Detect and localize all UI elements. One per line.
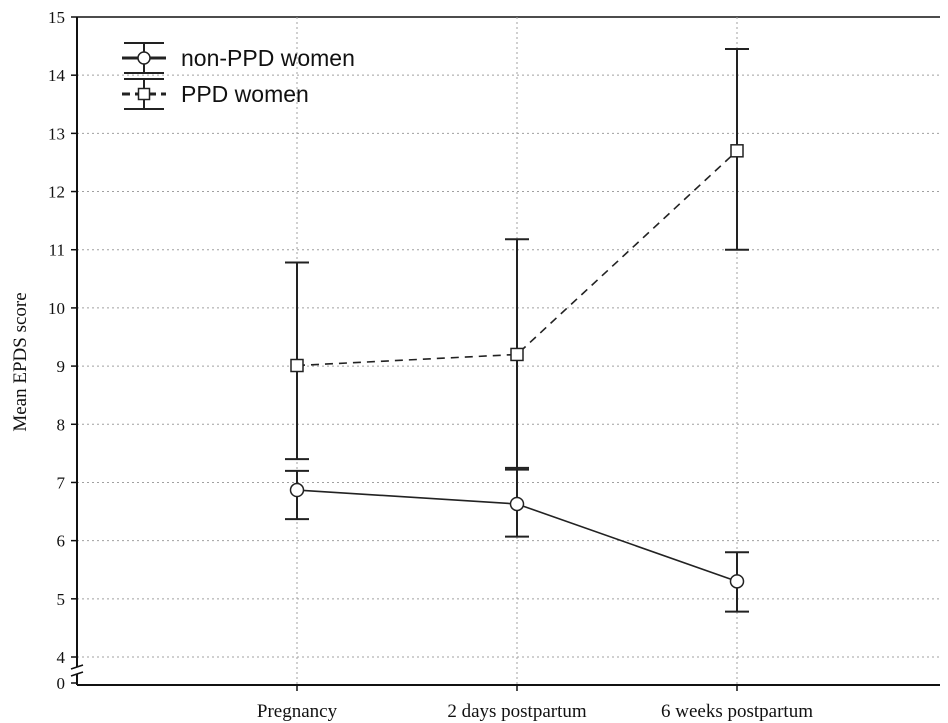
y-ticks: 0 4 5 6 7 8 9 10 11 12 13 14 15 bbox=[48, 8, 77, 693]
data-point bbox=[730, 144, 744, 158]
y-tick-label: 4 bbox=[57, 648, 66, 667]
legend-label: PPD women bbox=[181, 81, 309, 107]
series-layer bbox=[285, 48, 749, 613]
y-tick-label: 5 bbox=[57, 590, 66, 609]
y-tick-label: 11 bbox=[49, 241, 65, 260]
x-tick-label: 6 weeks postpartum bbox=[661, 701, 813, 722]
axis-break bbox=[70, 664, 84, 677]
legend-marker bbox=[137, 51, 151, 65]
y-axis-label: Mean EPDS score bbox=[10, 292, 31, 431]
y-tick-label: 7 bbox=[57, 473, 66, 492]
y-tick-label: 12 bbox=[48, 183, 65, 202]
y-tick-label: 9 bbox=[57, 357, 66, 376]
axes bbox=[70, 17, 940, 686]
y-tick-label: 0 bbox=[57, 674, 66, 693]
legend-label: non-PPD women bbox=[181, 45, 355, 71]
y-tick-label: 15 bbox=[48, 8, 65, 27]
legend: non-PPD women PPD women bbox=[122, 42, 355, 110]
x-tick-label: 2 days postpartum bbox=[447, 701, 587, 722]
y-tick-label: 10 bbox=[48, 299, 65, 318]
series-ppd bbox=[285, 48, 749, 471]
x-tick-label: Pregnancy bbox=[257, 701, 338, 722]
y-tick-label: 6 bbox=[57, 532, 66, 551]
data-point bbox=[729, 574, 745, 589]
grid bbox=[77, 16, 940, 685]
series-line bbox=[296, 150, 738, 367]
series-non-ppd bbox=[285, 466, 749, 613]
data-point bbox=[290, 358, 304, 373]
y-tick-label: 8 bbox=[57, 415, 66, 434]
axis-break-mark bbox=[70, 664, 84, 670]
y-tick-label: 14 bbox=[48, 66, 66, 85]
legend-marker bbox=[137, 87, 151, 101]
x-ticks: Pregnancy 2 days postpartum 6 weeks postpa… bbox=[257, 685, 813, 722]
data-point bbox=[509, 496, 525, 512]
data-point bbox=[510, 347, 524, 362]
data-point bbox=[289, 482, 305, 498]
axis-break-mark bbox=[70, 671, 84, 677]
y-tick-label: 13 bbox=[48, 124, 65, 143]
